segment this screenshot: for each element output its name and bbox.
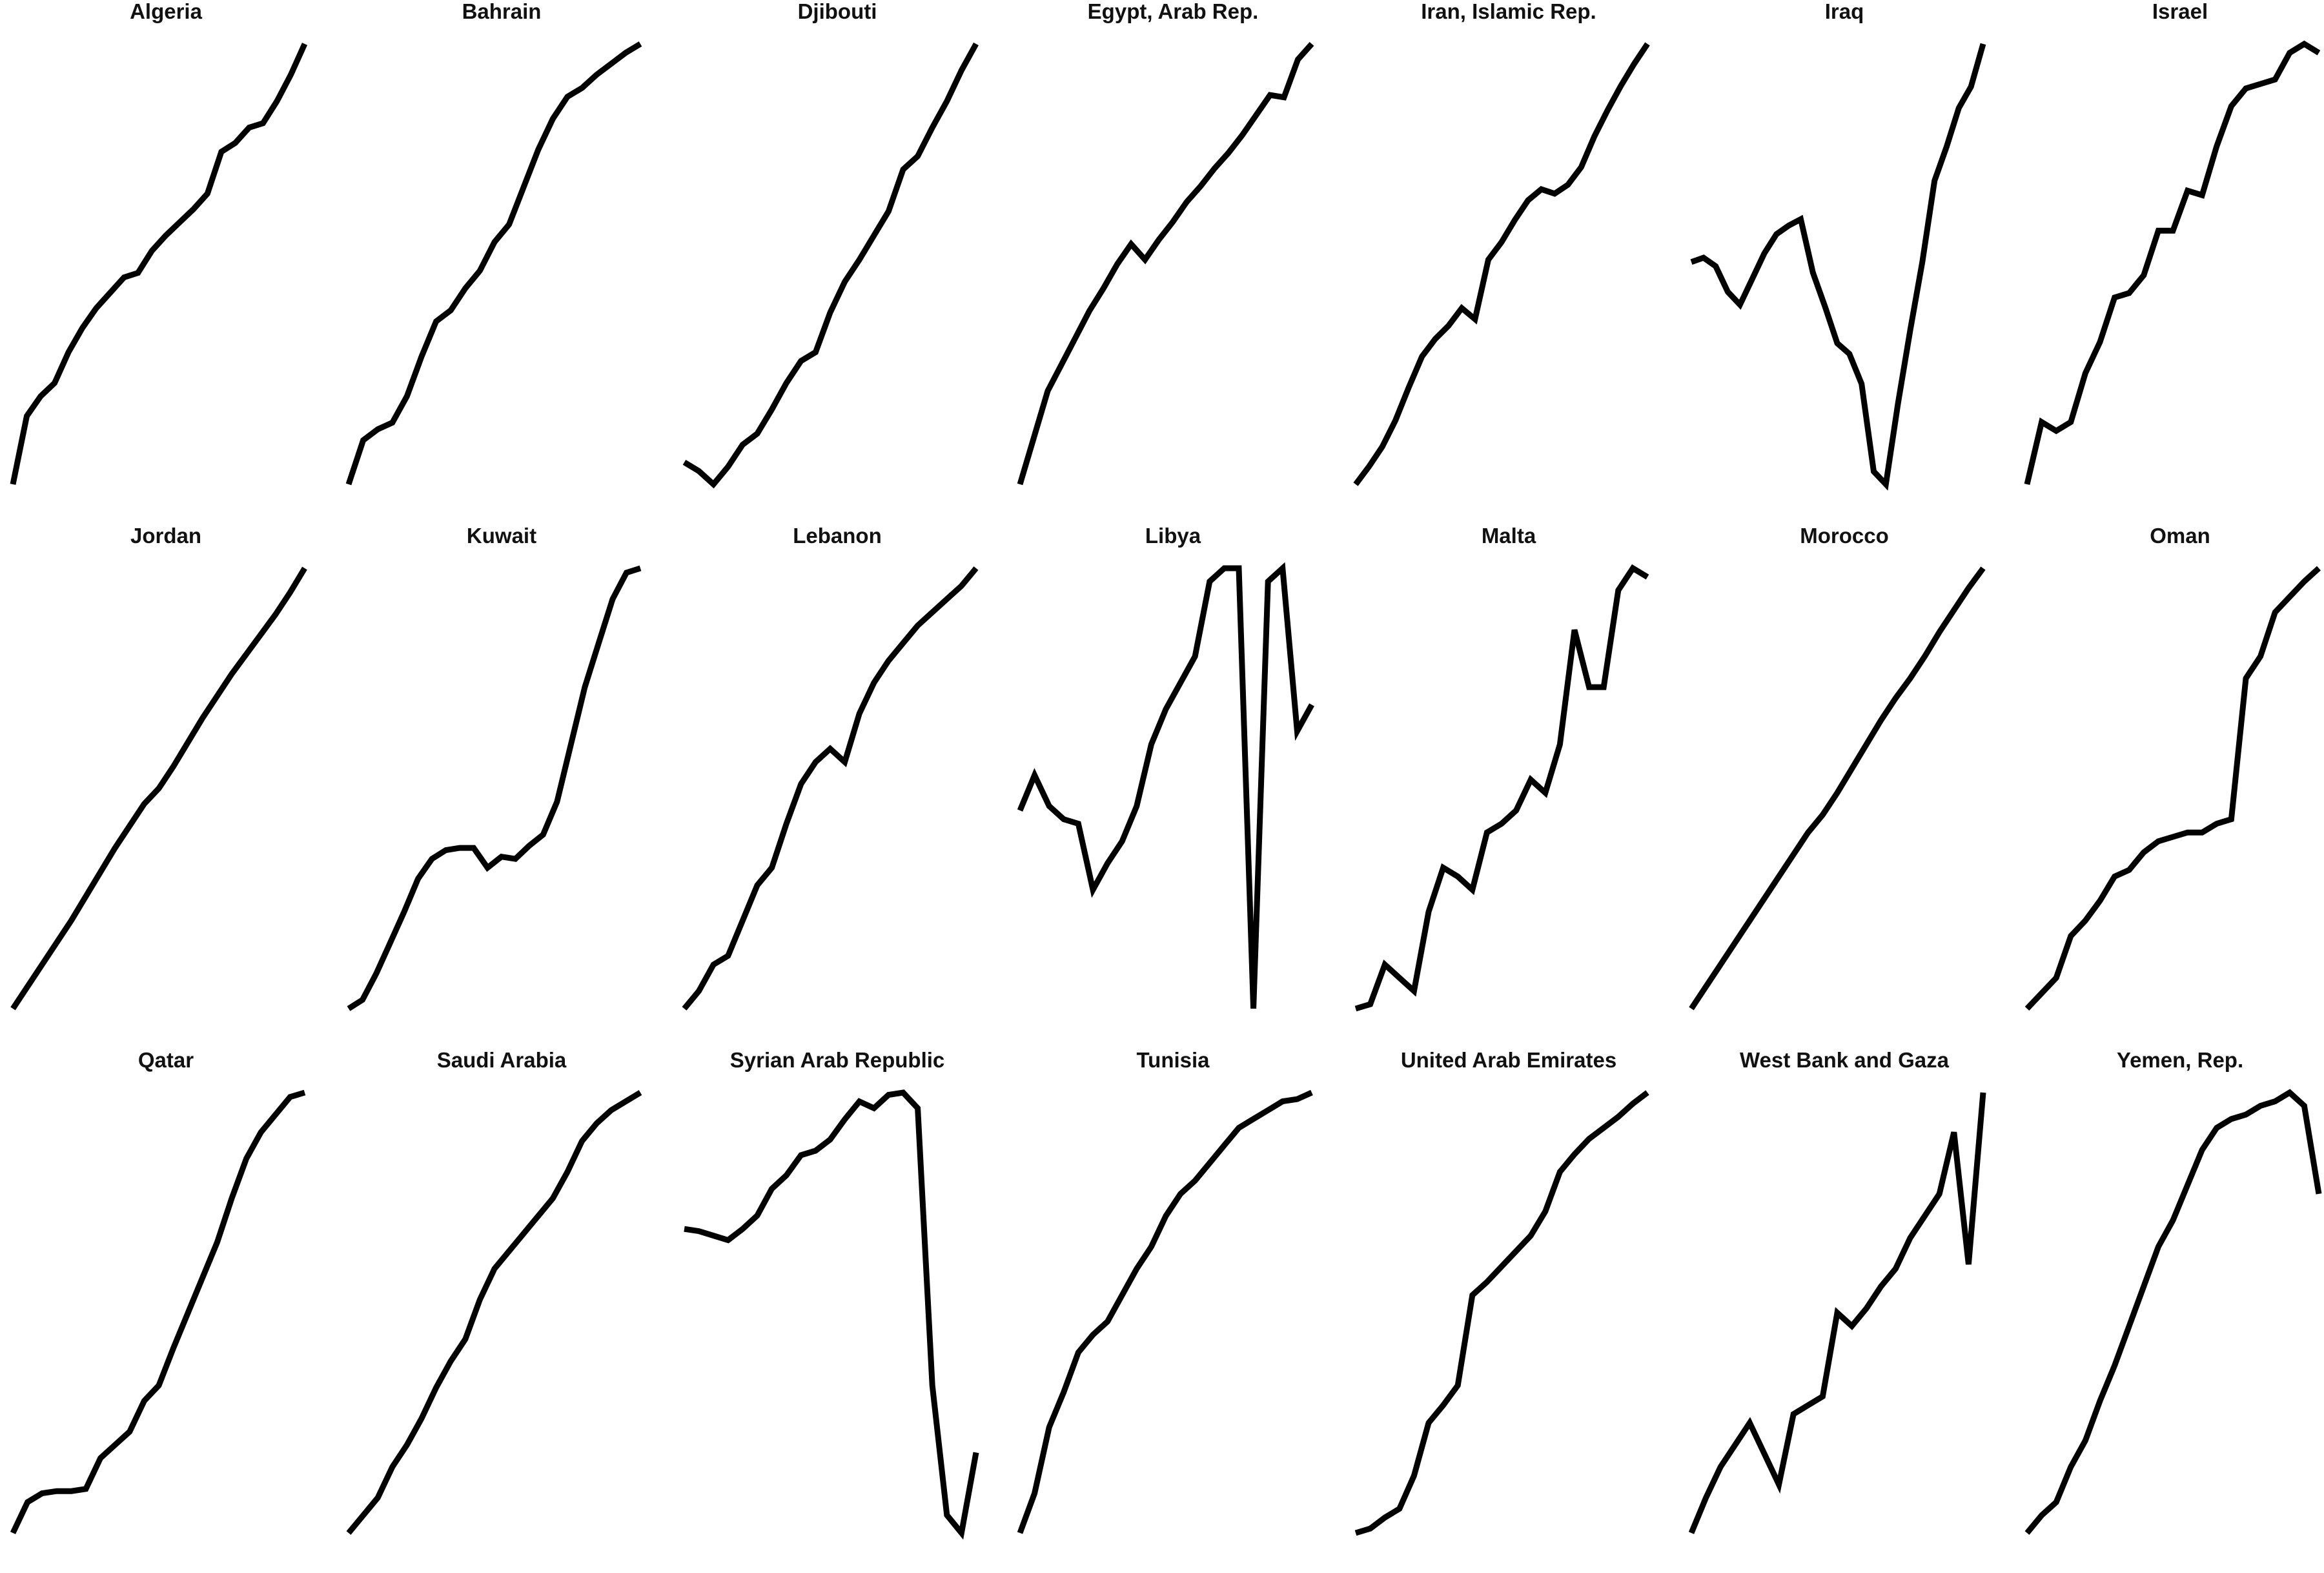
chart-panel: Lebanon — [671, 524, 1003, 1049]
chart-title: Kuwait — [466, 524, 537, 548]
chart-panel: Egypt, Arab Rep. — [1007, 0, 1339, 524]
chart-panel: Israel — [2014, 0, 2324, 524]
line-plot — [2024, 566, 2321, 1011]
chart-title: Iran, Islamic Rep. — [1421, 0, 1596, 23]
line-plot — [2024, 40, 2321, 486]
chart-panel: Tunisia — [1007, 1049, 1339, 1573]
chart-panel: Oman — [2014, 524, 2324, 1049]
series-line — [2024, 1089, 2322, 1535]
chart-panel: Kuwait — [336, 524, 668, 1049]
chart-panel: Jordan — [0, 524, 332, 1049]
series-line — [2024, 566, 2321, 1011]
line-plot — [10, 1089, 306, 1534]
line-plot — [10, 43, 308, 485]
chart-panel: West Bank and Gaza — [1678, 1049, 2010, 1573]
chart-title: Syrian Arab Republic — [729, 1048, 945, 1072]
series-line — [2024, 40, 2321, 486]
chart-title: Egypt, Arab Rep. — [1087, 0, 1259, 23]
series-line — [347, 565, 642, 1011]
series-line — [1017, 562, 1314, 1009]
chart-title: Djibouti — [797, 0, 877, 23]
series-line — [1354, 564, 1649, 1012]
chart-title: Libya — [1145, 524, 1201, 548]
line-plot — [1017, 562, 1314, 1009]
series-line — [1353, 42, 1650, 486]
series-line — [682, 566, 979, 1011]
chart-panel: Algeria — [0, 0, 332, 524]
chart-title: Oman — [2150, 524, 2210, 548]
chart-title: Jordan — [130, 524, 202, 548]
series-line — [10, 43, 308, 485]
chart-title: Qatar — [138, 1048, 194, 1072]
line-plot — [1354, 564, 1649, 1012]
line-plot — [1354, 1090, 1649, 1536]
line-plot — [682, 566, 979, 1011]
series-line — [682, 42, 979, 489]
line-plot — [1689, 566, 1986, 1011]
series-line — [1688, 1092, 1986, 1534]
series-line — [346, 1090, 642, 1535]
series-line — [1689, 566, 1986, 1011]
series-line — [1017, 42, 1314, 486]
line-plot — [1017, 42, 1314, 486]
chart-title: Saudi Arabia — [436, 1048, 567, 1072]
chart-title: Lebanon — [793, 524, 882, 548]
chart-panel: Iraq — [1678, 0, 2010, 524]
line-plot — [346, 1090, 642, 1535]
chart-panel: United Arab Emirates — [1343, 1049, 1675, 1573]
series-line — [1690, 43, 1986, 491]
chart-title: Tunisia — [1136, 1048, 1210, 1072]
series-line — [1354, 1090, 1649, 1536]
chart-title: Algeria — [130, 0, 202, 23]
chart-title: West Bank and Gaza — [1740, 1048, 1949, 1072]
chart-panel: Iran, Islamic Rep. — [1343, 0, 1675, 524]
series-line — [1017, 1089, 1313, 1534]
chart-panel: Morocco — [1678, 524, 2010, 1049]
line-plot — [345, 41, 642, 486]
line-plot — [2024, 1089, 2322, 1535]
chart-panel: Libya — [1007, 524, 1339, 1049]
chart-panel: Syrian Arab Republic — [671, 1049, 1003, 1573]
chart-title: Morocco — [1800, 524, 1889, 548]
chart-title: Yemen, Rep. — [2116, 1048, 2244, 1072]
line-plot — [1688, 1092, 1986, 1534]
chart-panel: Malta — [1343, 524, 1675, 1049]
line-plot — [684, 1089, 979, 1540]
line-plot — [682, 42, 979, 489]
line-plot — [10, 566, 307, 1011]
chart-title: United Arab Emirates — [1400, 1048, 1617, 1072]
chart-title: Malta — [1481, 524, 1536, 548]
chart-panel: Qatar — [0, 1049, 332, 1573]
line-plot — [1690, 43, 1986, 491]
line-plot — [347, 565, 642, 1011]
series-line — [345, 41, 642, 486]
chart-title: Israel — [2152, 0, 2208, 23]
chart-panel: Yemen, Rep. — [2014, 1049, 2324, 1573]
chart-title: Bahrain — [462, 0, 542, 23]
chart-panel: Saudi Arabia — [336, 1049, 668, 1573]
line-plot — [1017, 1089, 1313, 1534]
chart-panel: Bahrain — [336, 0, 668, 524]
series-line — [684, 1089, 979, 1540]
line-plot — [1353, 42, 1650, 486]
chart-title: Iraq — [1824, 0, 1864, 23]
series-line — [10, 1089, 306, 1534]
chart-panel: Djibouti — [671, 0, 1003, 524]
series-line — [10, 566, 307, 1011]
